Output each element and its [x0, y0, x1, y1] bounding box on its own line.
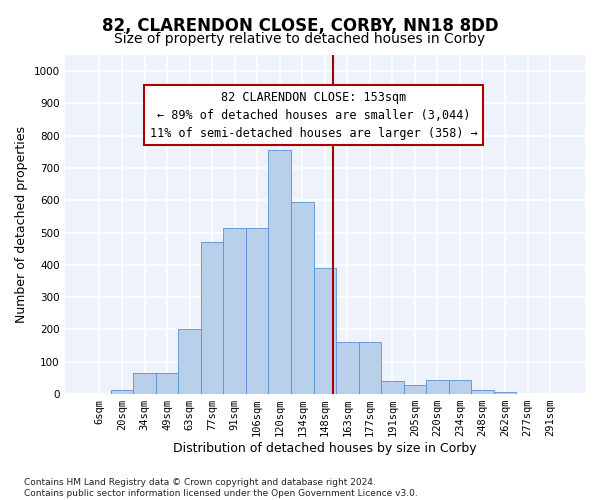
- Bar: [223, 228, 246, 394]
- Bar: [291, 202, 314, 394]
- Bar: [178, 330, 201, 394]
- Text: 82 CLARENDON CLOSE: 153sqm
← 89% of detached houses are smaller (3,044)
11% of s: 82 CLARENDON CLOSE: 153sqm ← 89% of deta…: [149, 90, 478, 140]
- Bar: [426, 380, 449, 394]
- Bar: [381, 381, 404, 394]
- Text: Size of property relative to detached houses in Corby: Size of property relative to detached ho…: [115, 32, 485, 46]
- Bar: [449, 380, 471, 394]
- Bar: [156, 373, 178, 394]
- Bar: [471, 390, 494, 394]
- Bar: [268, 150, 291, 394]
- Bar: [404, 386, 426, 394]
- Bar: [111, 390, 133, 394]
- Text: Contains HM Land Registry data © Crown copyright and database right 2024.
Contai: Contains HM Land Registry data © Crown c…: [24, 478, 418, 498]
- Bar: [314, 268, 336, 394]
- Text: 82, CLARENDON CLOSE, CORBY, NN18 8DD: 82, CLARENDON CLOSE, CORBY, NN18 8DD: [101, 18, 499, 36]
- Bar: [359, 342, 381, 394]
- Bar: [336, 342, 359, 394]
- Y-axis label: Number of detached properties: Number of detached properties: [15, 126, 28, 323]
- Bar: [246, 228, 268, 394]
- Bar: [133, 373, 156, 394]
- Bar: [201, 242, 223, 394]
- Bar: [494, 392, 516, 394]
- X-axis label: Distribution of detached houses by size in Corby: Distribution of detached houses by size …: [173, 442, 476, 455]
